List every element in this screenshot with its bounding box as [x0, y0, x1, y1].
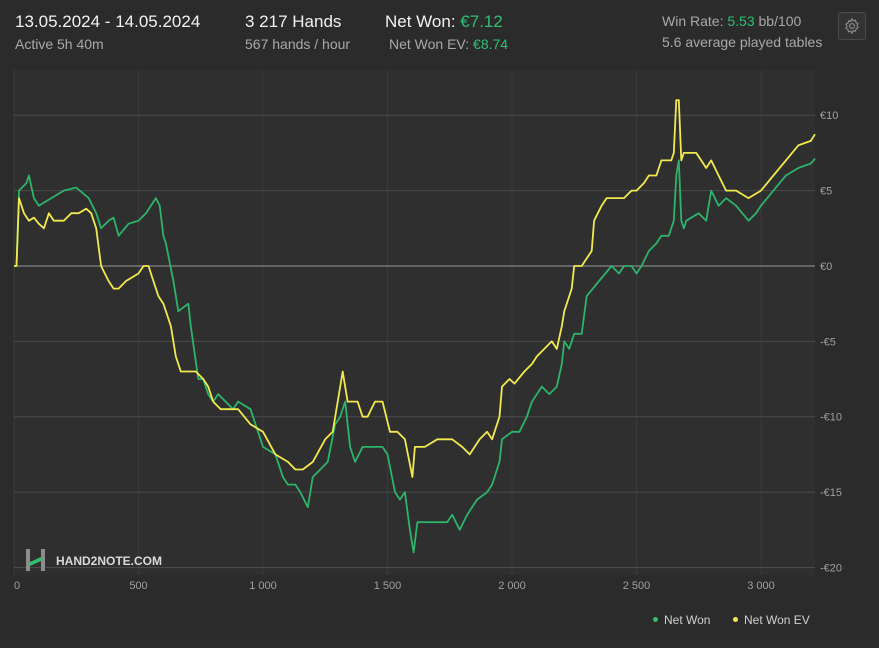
- x-tick-label: 2 500: [623, 580, 651, 592]
- net-won-ev-line: [14, 99, 816, 478]
- y-tick-label: €10: [820, 110, 838, 122]
- x-tick-label: 3 000: [747, 580, 775, 592]
- x-tick-label: 1 500: [374, 580, 402, 592]
- grid-lines: [13, 70, 815, 575]
- win-rate-label: Win Rate:: [662, 13, 724, 29]
- header-bar: 13.05.2024 - 14.05.2024 Active 5h 40m 3 …: [0, 0, 879, 68]
- y-tick-label: -€10: [820, 412, 842, 424]
- x-tick-label: 1 000: [249, 580, 277, 592]
- net-won-ev-value: €8.74: [473, 36, 509, 52]
- win-rate-value: 5.53: [727, 13, 755, 29]
- y-tick-label: €5: [820, 186, 832, 198]
- y-tick-label: -€5: [820, 336, 836, 348]
- y-tick-label: -€15: [820, 487, 842, 499]
- net-won-chart: €10 €5 €0 -€5 -€10 -€15 -€20 0 500 1 000 1 500 2 0…: [13, 70, 842, 592]
- y-axis-ticks: €10 €5 €0 -€5 -€10 -€15 -€20: [820, 110, 842, 574]
- x-axis-ticks: 0 500 1 000 1 500 2 000 2 500 3 000: [14, 580, 775, 592]
- win-rate: Win Rate: 5.53 bb/100: [662, 13, 801, 29]
- net-won-label: Net Won:: [385, 12, 456, 31]
- net-won-line: [14, 158, 816, 554]
- y-tick-label: €0: [820, 261, 832, 273]
- series-lines: [14, 99, 816, 554]
- legend-item-net-won[interactable]: Net Won: [653, 613, 710, 627]
- net-won-value: €7.12: [460, 12, 503, 31]
- x-tick-label: 500: [129, 580, 147, 592]
- watermark-text: HAND2NOTE.COM: [56, 554, 162, 568]
- legend-item-net-won-ev[interactable]: Net Won EV: [733, 613, 810, 627]
- net-won-ev-summary: Net Won EV: €8.74: [389, 36, 508, 52]
- legend-net-won-ev-label: Net Won EV: [744, 613, 810, 627]
- win-rate-unit: bb/100: [758, 13, 802, 29]
- hands-count: 3 217 Hands: [245, 12, 342, 31]
- date-range: 13.05.2024 - 14.05.2024: [15, 12, 201, 31]
- net-won-ev-label: Net Won EV:: [389, 36, 470, 52]
- average-tables: 5.6 average played tables: [662, 34, 823, 50]
- gear-icon: [845, 17, 859, 35]
- x-tick-label: 2 000: [498, 580, 526, 592]
- x-tick-label: 0: [14, 580, 20, 592]
- y-tick-label: -€20: [820, 562, 842, 574]
- hands-per-hour: 567 hands / hour: [245, 36, 351, 52]
- plot-area: [14, 70, 815, 575]
- net-won-legend-dot: [653, 617, 658, 623]
- net-won-ev-legend-dot: [733, 617, 738, 623]
- legend-net-won-label: Net Won: [664, 613, 711, 627]
- watermark: HAND2NOTE.COM: [26, 549, 162, 571]
- settings-button[interactable]: [838, 12, 866, 40]
- hand2note-logo-icon: [26, 549, 45, 571]
- active-time: Active 5h 40m: [15, 36, 104, 52]
- net-won-summary: Net Won: €7.12: [385, 12, 503, 32]
